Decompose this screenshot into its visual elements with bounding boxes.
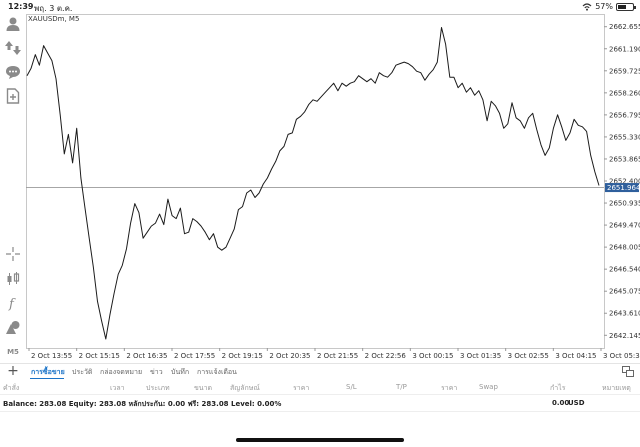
wifi-icon [582, 2, 592, 11]
time-axis-label: 3 Oct 04:15 [555, 352, 596, 360]
battery-icon [616, 2, 636, 11]
price-axis-label: 2642.145 [609, 332, 640, 340]
time-axis-label: 2 Oct 16:35 [126, 352, 167, 360]
price-axis-label: 2652.400 [609, 178, 640, 186]
time-axis-label: 3 Oct 05:35 [603, 352, 640, 360]
time-axis-label: 2 Oct 17:55 [174, 352, 215, 360]
trade-icon[interactable] [5, 40, 21, 56]
price-axis-label: 2653.865 [609, 155, 640, 163]
panel-toggle-icon[interactable] [622, 366, 634, 377]
col-time: เวลา [110, 384, 125, 392]
candles-icon[interactable] [5, 271, 21, 287]
time-axis-label: 3 Oct 01:35 [460, 352, 501, 360]
time-axis-label: 2 Oct 21:55 [317, 352, 358, 360]
account-icon[interactable] [5, 16, 21, 32]
current-price-tag [605, 183, 639, 193]
status-right: 57% [582, 2, 636, 11]
col-type: ประเภท [146, 384, 170, 392]
tab-alerts[interactable]: การแจ้งเตือน [197, 368, 237, 376]
chart-symbol-label: XAUUSDm, M5 [28, 15, 80, 23]
timeframe-button[interactable]: M5 [7, 348, 19, 356]
status-bar: 12:39 พฤ. 3 ต.ค. 57% [0, 0, 640, 14]
battery-percent: 57% [595, 2, 613, 11]
balance-summary: Balance: 283.08 Equity: 283.08 หลักประกั… [3, 400, 282, 408]
chat-icon[interactable] [5, 64, 21, 80]
price-axis-label: 2649.470 [609, 222, 640, 230]
left-toolbar: f M5 [0, 14, 26, 363]
time-axis-label: 2 Oct 15:15 [79, 352, 120, 360]
col-order: คำสั่ง [3, 384, 20, 392]
col-swap: Swap [479, 383, 498, 391]
time-axis-label: 3 Oct 00:15 [412, 352, 453, 360]
time-axis-label: 3 Oct 02:55 [508, 352, 549, 360]
price-line [26, 27, 600, 340]
price-axis-label: 2662.655 [609, 23, 640, 31]
price-axis-label: 2643.610 [609, 310, 640, 318]
total-profit: 0.00 [552, 399, 570, 407]
tab-journal[interactable]: บันทึก [171, 368, 190, 376]
tab-mailbox[interactable]: กล่องจดหมาย [100, 368, 143, 376]
tab-news[interactable]: ข่าว [150, 368, 163, 376]
price-axis-label: 2655.330 [609, 133, 640, 141]
col-volume: ขนาด [194, 384, 213, 392]
tab-trade[interactable]: การซื้อขาย [31, 368, 65, 376]
price-axis-label: 2648.005 [609, 244, 640, 252]
objects-icon[interactable] [5, 319, 21, 335]
price-axis-label: 2661.190 [609, 45, 640, 53]
price-axis-label: 2645.075 [609, 288, 640, 296]
price-axis-label: 2650.935 [609, 200, 640, 208]
chart-canvas[interactable]: 2662.655 2661.190 2659.725 2658.260 2656.795… [26, 14, 640, 363]
time-axis-label: 2 Oct 13:55 [31, 352, 72, 360]
price-axis-label: 2656.795 [609, 111, 640, 119]
svg-text:f: f [8, 297, 16, 311]
col-sl: S/L [346, 383, 357, 391]
current-price-label: 2651.964 [607, 184, 640, 192]
bottom-tabs: + การซื้อขาย ประวัติ กล่องจดหมาย ข่าว บั… [0, 363, 640, 379]
col-current-price: ราคา [441, 384, 458, 392]
col-profit: กำไร [550, 384, 566, 392]
balance-row: Balance: 283.08 Equity: 283.08 หลักประกั… [0, 395, 640, 412]
col-tp: T/P [396, 383, 407, 391]
tab-history[interactable]: ประวัติ [72, 368, 93, 376]
home-indicator[interactable] [236, 438, 404, 442]
orders-header: คำสั่ง เวลา ประเภท ขนาด สัญลักษณ์ ราคา S… [0, 379, 640, 395]
col-symbol: สัญลักษณ์ [230, 384, 260, 392]
currency-label: USD [568, 399, 585, 407]
new-order-icon[interactable] [5, 88, 21, 104]
col-comment: หมายเหตุ [602, 384, 631, 392]
status-time: 12:39 [8, 2, 34, 11]
price-axis-label: 2659.725 [609, 67, 640, 75]
time-axis-label: 2 Oct 22:56 [365, 352, 407, 360]
indicator-icon[interactable]: f [5, 295, 21, 311]
price-axis-label: 2658.260 [609, 89, 640, 97]
status-date: พฤ. 3 ต.ค. [34, 4, 73, 13]
price-chart[interactable]: 2662.655 2661.190 2659.725 2658.260 2656.795… [26, 14, 640, 363]
crosshair-icon[interactable] [5, 246, 21, 262]
time-axis-label: 2 Oct 19:15 [222, 352, 263, 360]
time-axis-label: 2 Oct 20:35 [269, 352, 310, 360]
active-tab-indicator [30, 378, 64, 379]
col-price: ราคา [293, 384, 310, 392]
add-button[interactable]: + [7, 363, 19, 379]
price-axis-label: 2646.540 [609, 266, 640, 274]
